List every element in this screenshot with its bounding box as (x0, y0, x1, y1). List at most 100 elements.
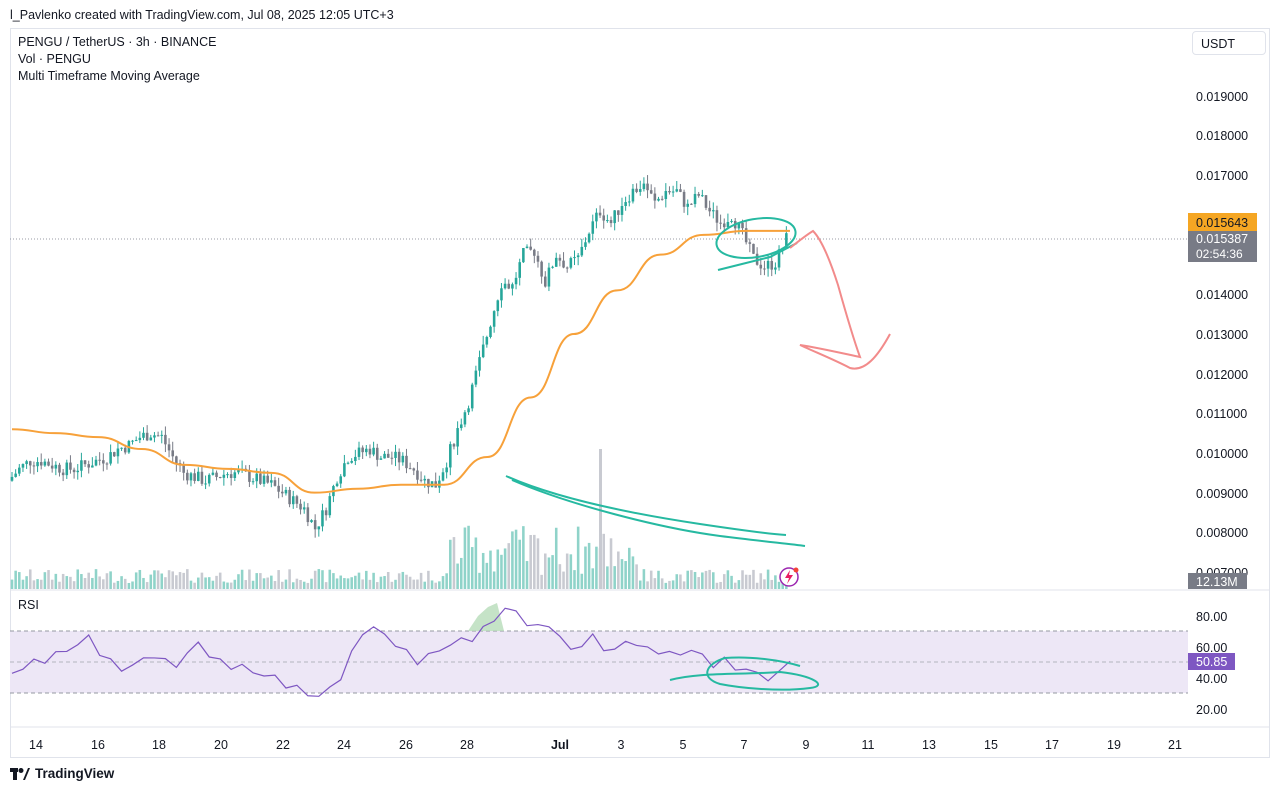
candle[interactable] (28, 461, 32, 466)
candle[interactable] (511, 284, 514, 289)
candle[interactable] (211, 472, 215, 475)
candle[interactable] (620, 205, 624, 215)
annotation-trendline-a[interactable] (505, 475, 787, 536)
candle[interactable] (197, 471, 200, 481)
candle[interactable] (72, 469, 76, 473)
candle[interactable] (368, 448, 372, 455)
candle[interactable] (156, 435, 160, 437)
candle[interactable] (587, 233, 591, 243)
candle[interactable] (237, 469, 240, 473)
candle[interactable] (193, 473, 196, 481)
candle[interactable] (153, 435, 156, 438)
candle[interactable] (547, 267, 551, 287)
candle[interactable] (259, 473, 262, 484)
candle[interactable] (715, 210, 719, 223)
candle[interactable] (489, 326, 492, 338)
candle[interactable] (343, 463, 346, 477)
candle[interactable] (365, 448, 368, 453)
candle[interactable] (310, 520, 313, 523)
candle[interactable] (270, 480, 273, 483)
candle[interactable] (25, 461, 28, 465)
candle[interactable] (386, 453, 390, 458)
candle[interactable] (324, 510, 328, 516)
candle[interactable] (167, 444, 171, 451)
candle[interactable] (624, 202, 627, 206)
candle[interactable] (291, 496, 295, 505)
candle[interactable] (456, 428, 459, 447)
candle[interactable] (262, 475, 266, 484)
candle[interactable] (416, 470, 419, 480)
candle[interactable] (668, 191, 671, 193)
candle[interactable] (233, 472, 237, 479)
candle[interactable] (686, 203, 690, 207)
candle[interactable] (58, 464, 61, 473)
candle[interactable] (302, 507, 306, 510)
candle[interactable] (281, 491, 284, 494)
candle[interactable] (653, 193, 657, 201)
candle[interactable] (164, 434, 167, 445)
candle[interactable] (50, 465, 54, 469)
candle[interactable] (748, 242, 752, 244)
candle[interactable] (752, 243, 755, 254)
candle[interactable] (10, 476, 14, 481)
candle[interactable] (207, 474, 211, 484)
candle[interactable] (120, 447, 123, 449)
annotation-drawings[interactable] (505, 212, 891, 691)
candle[interactable] (98, 459, 101, 461)
annotation-trendline-b[interactable] (511, 479, 806, 547)
candle[interactable] (664, 191, 668, 200)
candle[interactable] (766, 260, 770, 269)
candle[interactable] (251, 481, 255, 483)
moving-average-line[interactable] (11, 229, 790, 494)
candle[interactable] (383, 453, 386, 459)
candle[interactable] (638, 189, 642, 192)
candle[interactable] (21, 464, 25, 468)
candle[interactable] (558, 257, 562, 261)
candle[interactable] (492, 311, 496, 327)
candle[interactable] (646, 183, 649, 191)
candle[interactable] (569, 258, 573, 268)
candle[interactable] (507, 283, 511, 289)
candle[interactable] (540, 261, 543, 277)
candle[interactable] (704, 195, 708, 208)
candle[interactable] (171, 450, 174, 457)
candle[interactable] (47, 461, 50, 466)
candle[interactable] (32, 465, 36, 467)
candle[interactable] (36, 462, 39, 467)
candle[interactable] (606, 220, 609, 222)
candle[interactable] (675, 189, 679, 192)
rsi-label[interactable]: RSI (18, 598, 39, 612)
candle[interactable] (759, 264, 763, 269)
candle[interactable] (591, 221, 595, 234)
legend-indicator[interactable]: Multi Timeframe Moving Average (18, 69, 200, 83)
candle[interactable] (138, 437, 142, 441)
candle[interactable] (565, 267, 569, 269)
candle[interactable] (543, 276, 547, 287)
candle[interactable] (525, 246, 529, 249)
candle[interactable] (741, 222, 744, 229)
candle[interactable] (427, 478, 430, 488)
candle[interactable] (255, 473, 259, 482)
candle[interactable] (419, 479, 423, 481)
candle[interactable] (394, 451, 397, 458)
candle[interactable] (496, 300, 500, 312)
annotation-stroke-price[interactable] (717, 242, 798, 271)
candle[interactable] (642, 183, 646, 190)
candle[interactable] (485, 337, 489, 345)
candle[interactable] (160, 434, 164, 436)
candle[interactable] (682, 191, 686, 207)
candle[interactable] (584, 242, 587, 247)
candle[interactable] (299, 503, 302, 510)
candle[interactable] (379, 458, 383, 460)
candle[interactable] (671, 191, 675, 193)
candle[interactable] (54, 464, 58, 469)
candle[interactable] (69, 462, 72, 470)
candle[interactable] (39, 462, 43, 466)
candle[interactable] (613, 210, 616, 224)
candle[interactable] (218, 477, 222, 479)
candle[interactable] (102, 460, 105, 464)
candle[interactable] (514, 277, 518, 285)
candle[interactable] (94, 459, 98, 466)
price-axis[interactable]: 0.019000 0.018000 0.017000 0.014000 0.01… (1196, 90, 1248, 580)
